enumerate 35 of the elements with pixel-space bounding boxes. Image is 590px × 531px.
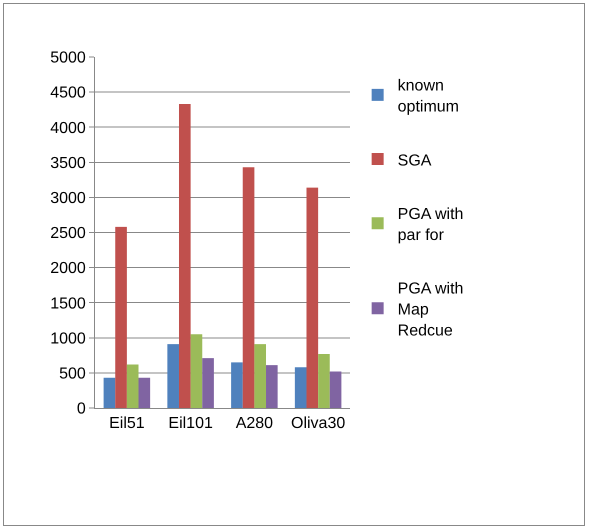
x-tick-label: Eil51 — [109, 415, 145, 432]
y-tick-label: 4000 — [50, 120, 86, 137]
y-tick-label: 2000 — [50, 260, 86, 278]
y-tick-label: 1000 — [50, 330, 86, 348]
legend-label: SGA — [398, 152, 432, 170]
bar — [126, 364, 139, 408]
y-tick-label: 3500 — [50, 154, 86, 172]
bar — [330, 372, 342, 408]
bar — [306, 188, 318, 408]
bar — [231, 362, 243, 408]
y-tick-label: 5000 — [50, 50, 86, 67]
legend-label: PGA with Map Redcue — [398, 280, 464, 340]
bar — [242, 167, 254, 408]
bar — [254, 344, 266, 408]
bar — [138, 378, 150, 408]
bar — [190, 334, 202, 408]
bar — [294, 367, 306, 408]
bar — [266, 365, 278, 408]
y-tick-label: 4500 — [50, 84, 86, 102]
y-tick-label: 1500 — [50, 295, 86, 312]
bar — [167, 344, 179, 408]
x-tick-label: A280 — [236, 415, 274, 432]
y-tick-label: 2500 — [50, 225, 86, 242]
y-tick-label: 3000 — [50, 190, 86, 207]
bar — [104, 378, 116, 408]
bar — [318, 354, 330, 408]
bar — [115, 226, 127, 408]
x-tick-label: Eil101 — [168, 415, 213, 432]
x-tick-label: Oliva30 — [291, 415, 346, 432]
y-tick-label: 0 — [76, 400, 86, 418]
legend-label: known optimum — [398, 78, 460, 116]
bar — [178, 104, 191, 408]
legend-label: PGA with par for — [398, 206, 464, 244]
y-tick-label: 500 — [59, 366, 86, 382]
bar — [202, 358, 214, 408]
